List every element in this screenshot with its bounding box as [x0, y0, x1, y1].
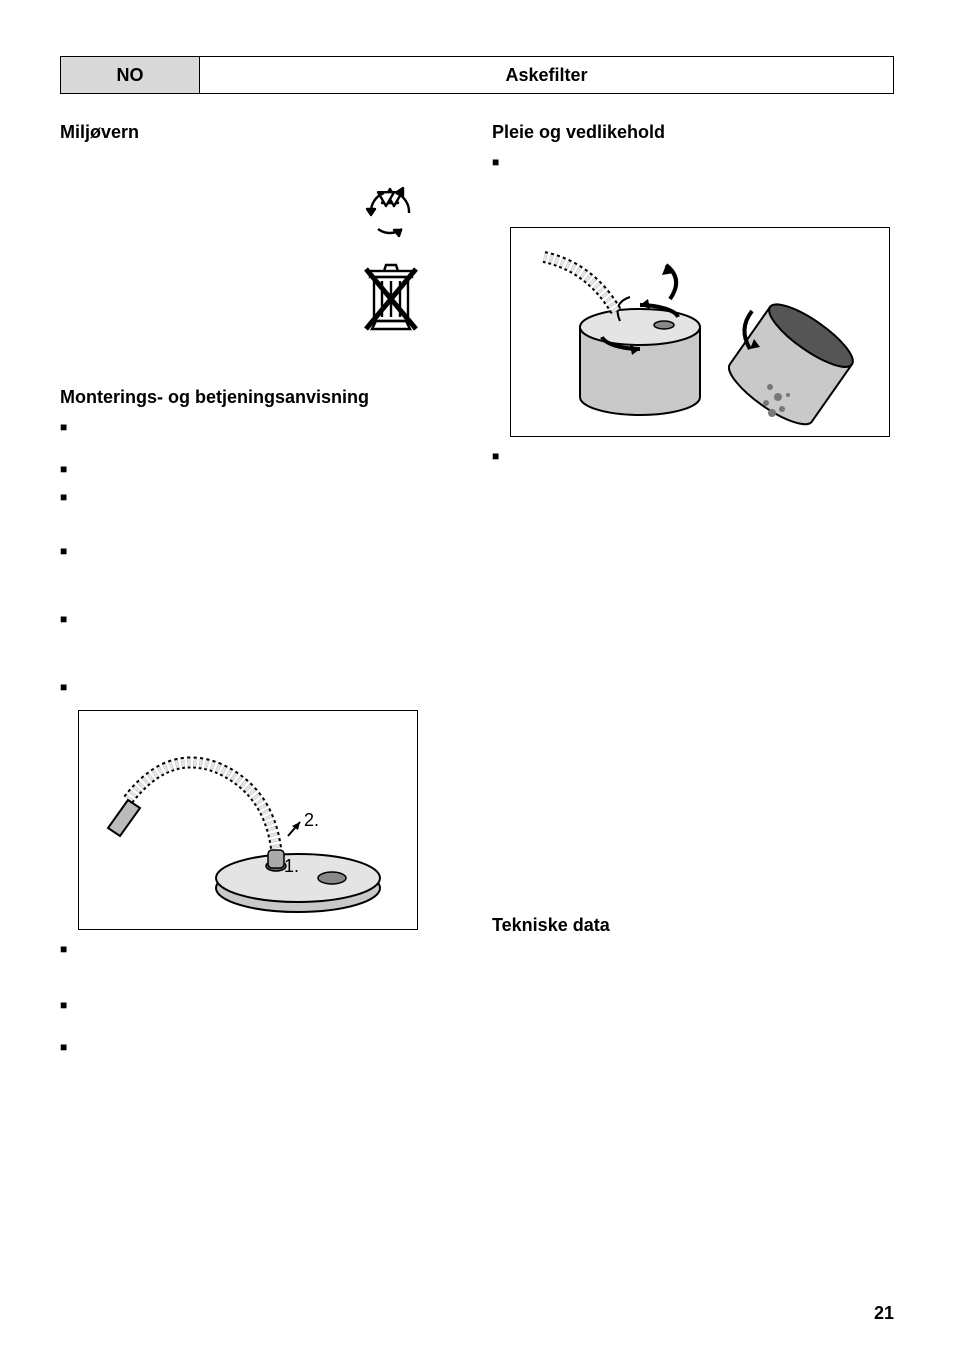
weee-icon [360, 257, 422, 339]
title-box: Askefilter [200, 56, 894, 94]
list-item [60, 420, 462, 436]
list-item [60, 1040, 462, 1056]
montering-list-2 [60, 942, 462, 1056]
header-row: NO Askefilter [60, 56, 894, 94]
list-item [60, 544, 462, 560]
list-item [60, 462, 462, 478]
section-pleie: Pleie og vedlikehold [492, 122, 894, 143]
left-column: Miljøvern [60, 122, 462, 1086]
step-2-label: 2. [304, 810, 319, 830]
list-item [492, 155, 894, 171]
recycle-icon [360, 183, 420, 239]
illustration-assembly: 1. 2. [78, 710, 418, 930]
empty-svg [520, 237, 880, 427]
pleie-list-1 [492, 155, 894, 171]
content-columns: Miljøvern [60, 122, 894, 1086]
step-1-label: 1. [284, 856, 299, 876]
section-tekniske: Tekniske data [492, 915, 894, 936]
list-item [60, 942, 462, 958]
right-column: Pleie og vedlikehold [492, 122, 894, 1086]
list-item [60, 680, 462, 696]
montering-list [60, 420, 462, 696]
illustration-empty [510, 227, 890, 437]
section-montering: Monterings- og betjeningsanvisning [60, 387, 462, 408]
language-box: NO [60, 56, 200, 94]
list-item [492, 449, 894, 465]
list-item [60, 490, 462, 506]
list-item [60, 998, 462, 1014]
assembly-svg: 1. 2. [88, 720, 408, 920]
section-miljovern: Miljøvern [60, 122, 462, 143]
list-item [60, 612, 462, 628]
page-number: 21 [874, 1303, 894, 1324]
pleie-list-2 [492, 449, 894, 465]
